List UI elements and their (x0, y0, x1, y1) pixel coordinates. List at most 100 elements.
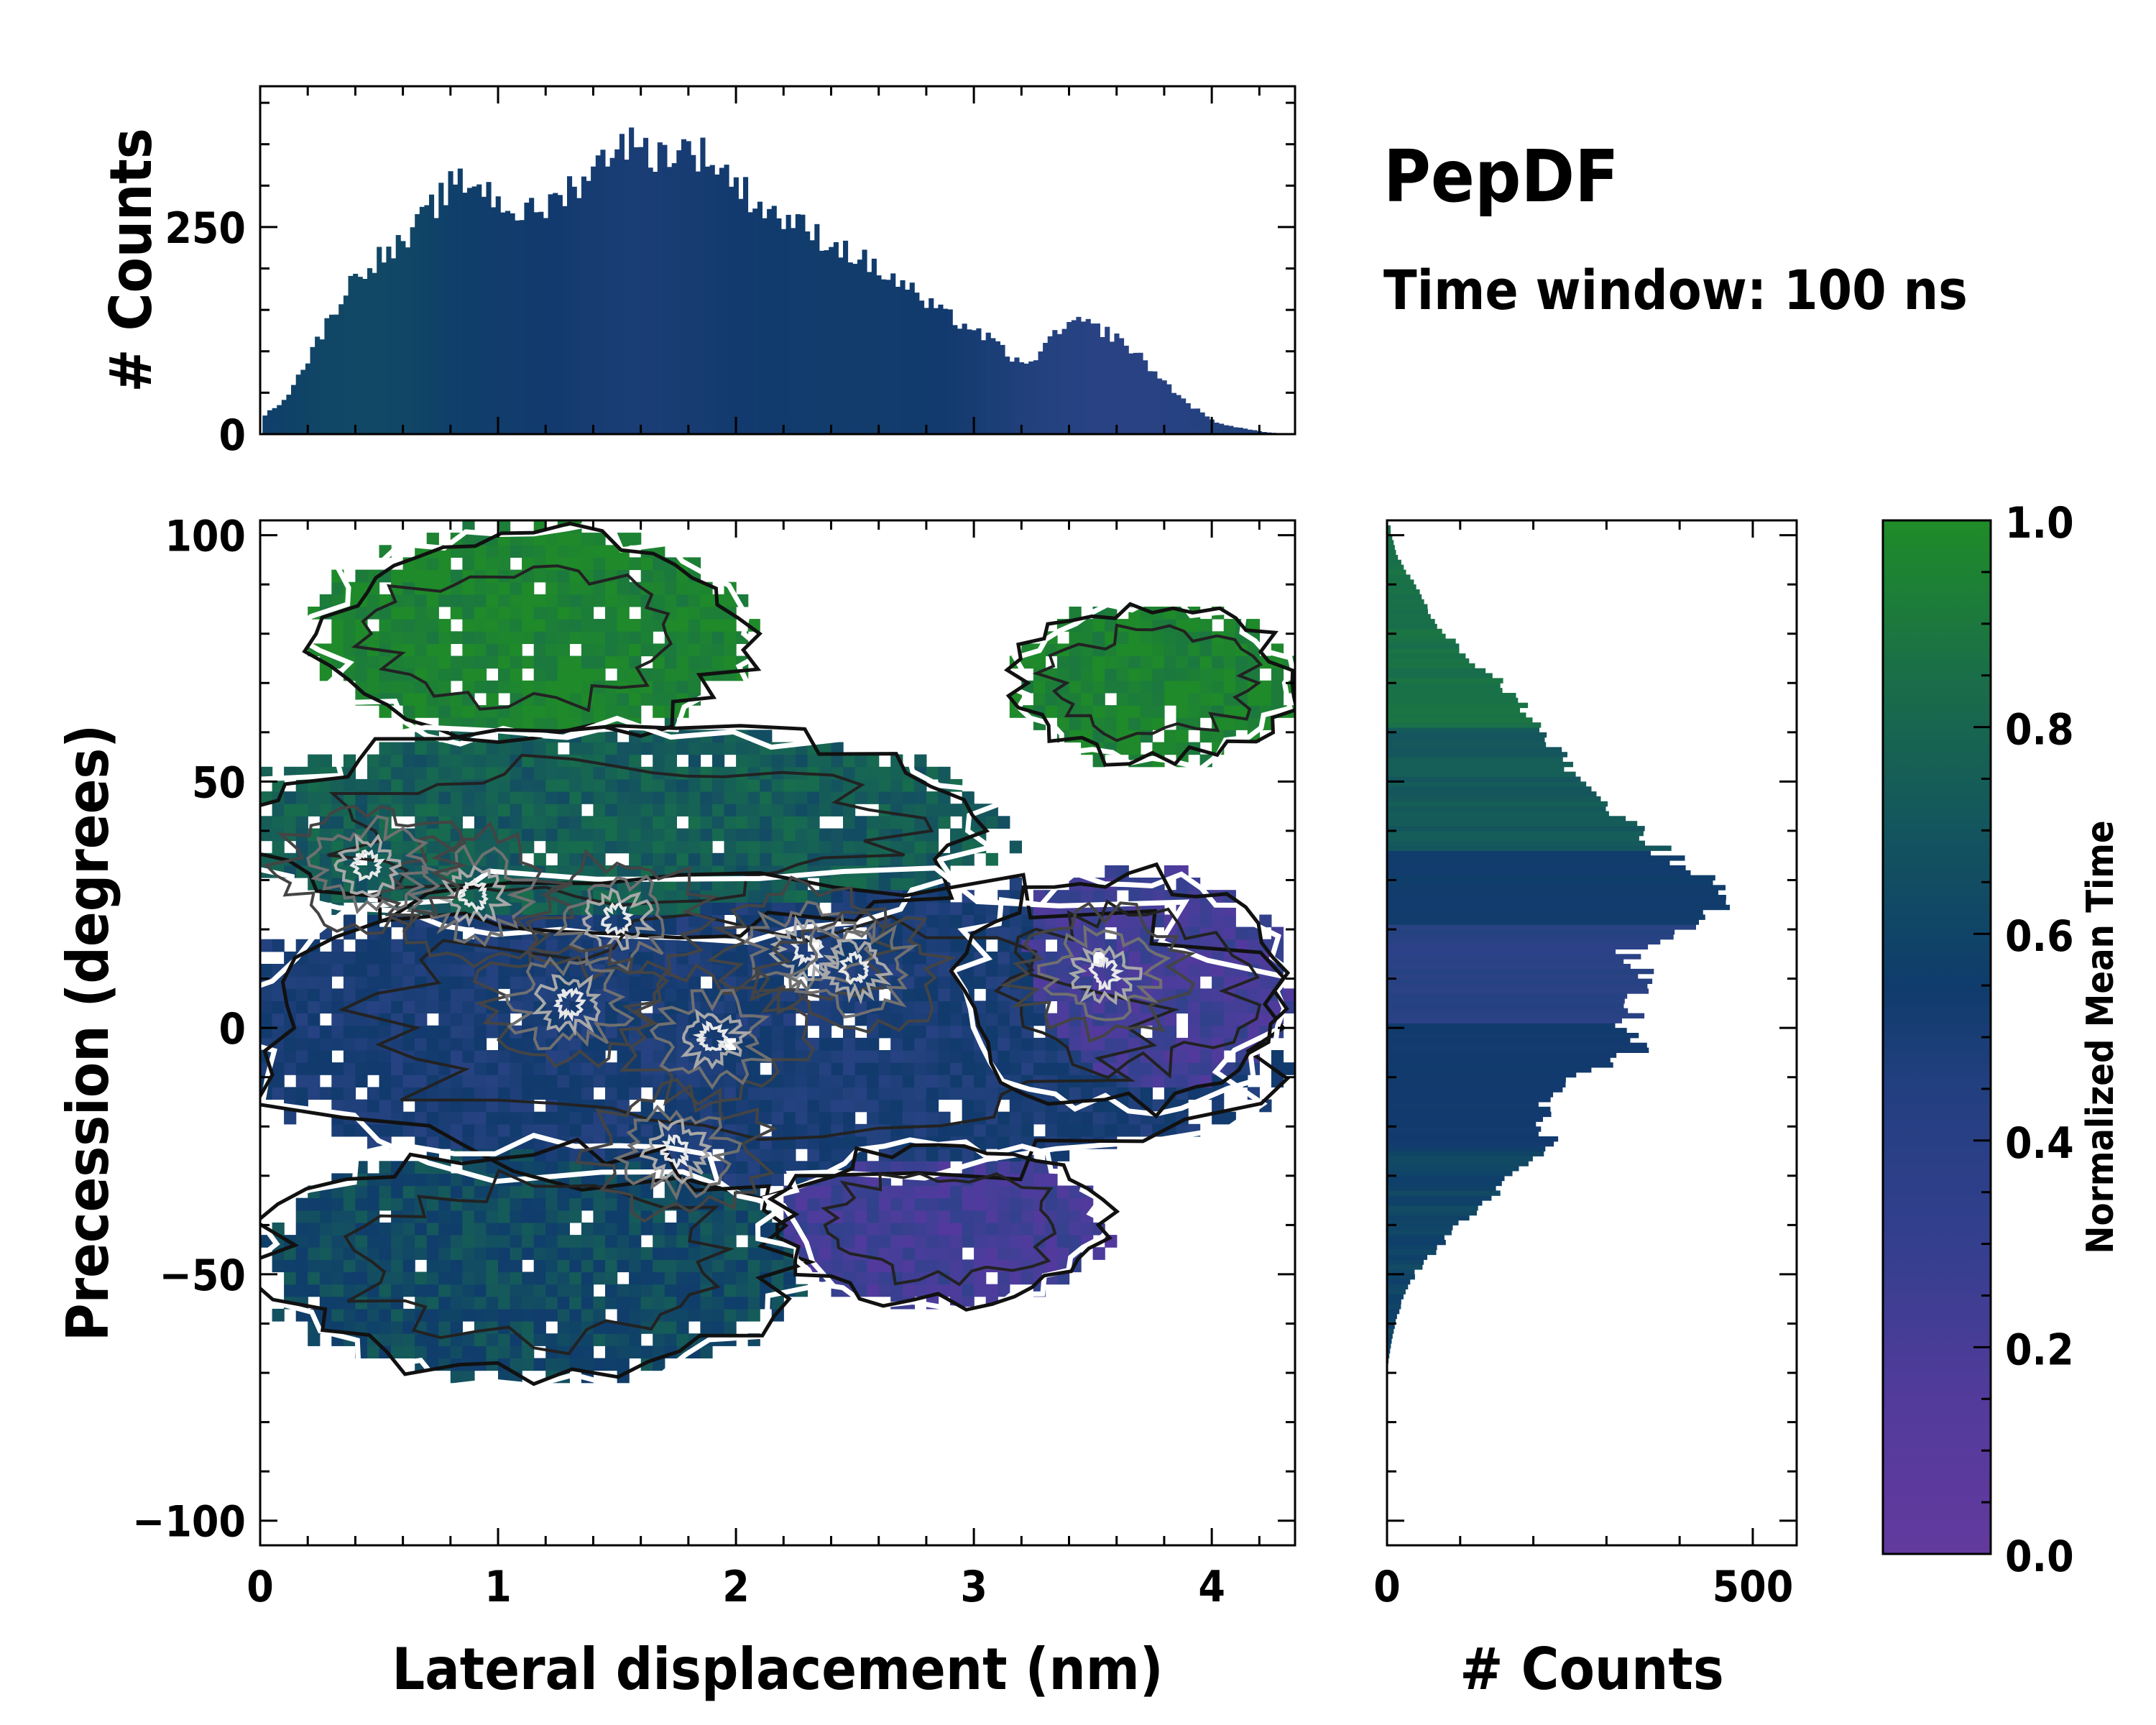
heatmap-cell (950, 1197, 963, 1211)
top-histogram-bar (1076, 316, 1082, 434)
heatmap-cell (902, 1222, 915, 1236)
heatmap-cell (1271, 668, 1284, 681)
heatmap-cell (533, 1111, 546, 1125)
heatmap-cell (854, 1075, 867, 1087)
right-histogram-bar (1387, 919, 1699, 925)
heatmap-cell (569, 680, 582, 694)
right-axes-frame (1386, 519, 1798, 1547)
heatmap-cell (1235, 1013, 1248, 1026)
heatmap-cell (771, 878, 784, 891)
heatmap-cell (331, 631, 344, 644)
heatmap-cell (653, 1222, 665, 1236)
heatmap-cell (593, 1210, 606, 1223)
heatmap-cell (510, 1111, 522, 1125)
heatmap-cell (569, 852, 582, 866)
heatmap-cell (581, 1197, 594, 1211)
heatmap-cell (1128, 668, 1141, 681)
heatmap-cell (902, 1111, 915, 1125)
heatmap-cell (1057, 1210, 1070, 1223)
heatmap-cell (819, 742, 832, 755)
right-histogram-bar (1387, 604, 1428, 610)
top-histogram-bar (981, 340, 987, 434)
heatmap-cell (1199, 705, 1212, 718)
heatmap-cell (819, 1247, 832, 1260)
heatmap-cell (640, 791, 653, 804)
heatmap-cell (867, 791, 880, 804)
heatmap-cell (545, 569, 558, 583)
heatmap-cell (878, 1235, 891, 1248)
heatmap-cell (343, 619, 356, 632)
heatmap-cell (545, 742, 558, 755)
heatmap-cell (510, 778, 522, 792)
heatmap-cell (415, 1284, 428, 1297)
heatmap-cell (438, 1111, 451, 1125)
right-histogram-bar (1387, 1087, 1563, 1092)
heatmap-cell (581, 557, 594, 571)
top-histogram-bar (738, 198, 744, 434)
heatmap-cell (533, 1210, 546, 1223)
heatmap-cell (438, 1247, 451, 1260)
heatmap-cell (379, 1000, 392, 1014)
heatmap-cell (450, 1235, 463, 1248)
heatmap-cell (950, 1013, 963, 1026)
heatmap-cell (605, 1271, 618, 1285)
heatmap-cell (1009, 1210, 1022, 1223)
heatmap-cell (462, 1210, 475, 1223)
heatmap-cell (498, 631, 511, 644)
heatmap-cell (867, 1284, 880, 1297)
heatmap-cell (902, 1050, 915, 1063)
heatmap-cell (272, 816, 285, 829)
heatmap-cell (700, 1222, 713, 1236)
heatmap-cell (629, 693, 642, 706)
contour-line (581, 887, 657, 951)
heatmap-cell (367, 1050, 380, 1063)
heatmap-cell (1092, 680, 1105, 694)
heatmap-cell (331, 1308, 344, 1322)
right-histogram-bar (1387, 1215, 1470, 1221)
heatmap-cell (914, 1259, 927, 1273)
heatmap-cell (1176, 1062, 1189, 1075)
heatmap-cell (819, 791, 832, 804)
top-histogram-bar (581, 176, 586, 434)
heatmap-cell (1223, 1000, 1236, 1014)
heatmap-cell (450, 778, 463, 792)
right-histogram-bar (1387, 924, 1696, 930)
heatmap-cell (664, 1259, 677, 1273)
heatmap-cell (676, 1222, 689, 1236)
heatmap-cell (379, 1123, 392, 1137)
heatmap-cell (426, 1308, 439, 1322)
heatmap-cell (676, 581, 689, 595)
heatmap-cell (462, 766, 475, 780)
heatmap-cell (1105, 865, 1118, 878)
heatmap-cell (510, 1222, 522, 1236)
heatmap-cell (902, 816, 915, 829)
heatmap-cell (319, 1235, 332, 1248)
right-histogram-bar (1387, 594, 1422, 600)
heatmap-cell (712, 1296, 725, 1310)
heatmap-cell (914, 976, 927, 989)
heatmap-cell (581, 1308, 594, 1322)
heatmap-cell (426, 607, 439, 620)
heatmap-cell (974, 1222, 987, 1236)
heatmap-cell (902, 1149, 915, 1162)
heatmap-cell (640, 1271, 653, 1285)
top-histogram-bar (609, 157, 615, 434)
heatmap-cell (771, 778, 784, 792)
heatmap-cell (295, 1050, 308, 1063)
top-histogram-bar (305, 363, 310, 434)
heatmap-cell (295, 1062, 308, 1075)
heatmap-cell (1009, 914, 1022, 928)
heatmap-cell (331, 939, 344, 952)
heatmap-cell (950, 1000, 963, 1014)
heatmap-cell (629, 1296, 642, 1310)
heatmap-cell (581, 1123, 594, 1137)
heatmap-cell (367, 631, 380, 644)
right-x-tick-label: 0 (1373, 1562, 1401, 1612)
heatmap-cell (1140, 643, 1153, 657)
heatmap-cell (1057, 1197, 1070, 1211)
heatmap-cell (308, 1284, 321, 1297)
contour-line (327, 753, 934, 907)
contour-line (639, 1118, 712, 1184)
right-histogram-bar (1387, 880, 1713, 886)
heatmap-cell (688, 1210, 701, 1223)
